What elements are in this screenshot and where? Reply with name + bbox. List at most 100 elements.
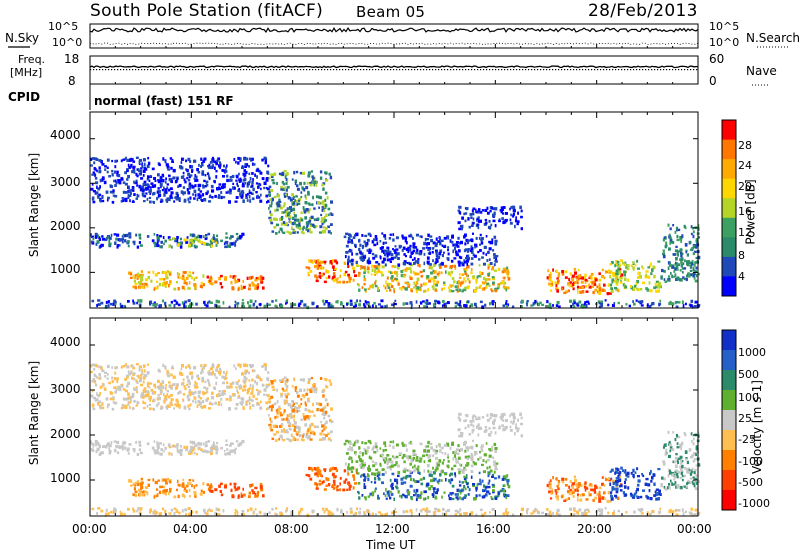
velocity-cell — [242, 406, 245, 410]
velocity-cell — [692, 482, 695, 486]
power-cell — [189, 233, 192, 237]
velocity-cell — [367, 474, 370, 478]
velocity-cell — [611, 488, 614, 492]
velocity-cell — [218, 370, 222, 374]
power-cell — [499, 282, 503, 285]
power-cell — [148, 179, 151, 182]
power-cell — [156, 196, 158, 201]
power-cell — [307, 229, 310, 233]
power-cell — [251, 192, 254, 195]
velocity-cell — [432, 487, 436, 490]
velocity-cell — [475, 489, 478, 492]
power-cell — [330, 200, 333, 204]
velocity-cell — [205, 388, 208, 392]
velocity-cell — [222, 389, 226, 393]
power-cell — [217, 195, 220, 199]
power-cell — [466, 275, 469, 278]
power-cell — [133, 165, 136, 169]
velocity-cell — [506, 512, 509, 516]
power-cell — [695, 238, 699, 241]
power-cell — [107, 196, 110, 200]
velocity-cell — [609, 470, 612, 473]
velocity-cell — [610, 495, 613, 498]
velocity-cell — [298, 510, 302, 513]
velocity-cell — [410, 513, 413, 517]
velocity-cell — [185, 489, 188, 493]
velocity-cell — [90, 447, 93, 451]
velocity-cell — [600, 508, 604, 512]
power-cell — [360, 252, 364, 256]
power-cell — [164, 188, 168, 192]
power-cell — [305, 186, 309, 190]
velocity-cell — [663, 446, 665, 449]
power-cell — [627, 278, 630, 282]
power-cell — [397, 267, 400, 270]
power-cell — [163, 278, 166, 281]
velocity-cell — [324, 436, 327, 441]
power-cell — [472, 275, 475, 278]
velocity-cell — [591, 488, 595, 492]
power-cell — [693, 305, 697, 308]
power-cell — [401, 234, 404, 238]
velocity-cell — [651, 509, 655, 514]
velocity-cell — [601, 482, 604, 486]
power-cell — [167, 168, 171, 171]
power-cell — [124, 191, 128, 194]
power-cell — [405, 267, 409, 271]
velocity-cell — [118, 387, 122, 392]
power-cell — [443, 281, 446, 284]
power-cell — [349, 240, 352, 244]
velocity-cell — [444, 472, 448, 476]
power-cell — [448, 289, 452, 293]
velocity-cell — [590, 483, 593, 488]
velocity-cell — [99, 376, 102, 379]
velocity-cell — [467, 424, 470, 428]
velocity-cell — [491, 508, 495, 511]
power-cell — [413, 262, 416, 265]
velocity-cell — [200, 448, 203, 452]
power-cell — [371, 268, 374, 272]
velocity-cell — [177, 404, 181, 408]
power-cell — [316, 276, 318, 281]
velocity-cell — [481, 416, 485, 419]
velocity-cell — [693, 513, 697, 516]
velocity-cell — [220, 392, 224, 396]
velocity-cell — [664, 488, 668, 491]
power-cell — [266, 302, 269, 307]
power-cell — [184, 180, 187, 184]
velocity-cell — [439, 473, 442, 476]
power-cell — [291, 202, 295, 206]
power-cell — [239, 192, 242, 196]
velocity-cell — [530, 512, 534, 515]
velocity-cell — [550, 492, 553, 495]
velocity-cell — [537, 511, 540, 515]
power-cell — [668, 233, 671, 237]
power-cell — [564, 270, 568, 274]
power-cell — [464, 207, 467, 210]
power-cell — [229, 178, 233, 182]
power-cell — [114, 194, 118, 198]
power-cell — [207, 174, 210, 178]
velocity-cell — [581, 512, 584, 516]
power-cell — [412, 258, 414, 261]
velocity-cell — [126, 396, 130, 401]
velocity-cell — [199, 401, 202, 405]
velocity-cell — [549, 479, 552, 482]
power-cell — [137, 281, 140, 284]
velocity-cell — [616, 468, 620, 472]
velocity-cell — [516, 429, 519, 433]
velocity-cell — [615, 482, 618, 487]
power-cell — [497, 286, 500, 290]
power-cell — [169, 187, 173, 191]
power-cell — [327, 302, 331, 306]
power-cell — [402, 246, 406, 250]
power-cell — [213, 160, 216, 164]
power-cell — [246, 192, 249, 196]
velocity-cell — [241, 510, 245, 513]
power-cell — [622, 283, 625, 287]
power-cell — [414, 284, 417, 287]
velocity-cell — [170, 401, 172, 404]
power-cell — [460, 261, 463, 265]
velocity-cell — [311, 410, 314, 414]
power-cell — [467, 239, 471, 242]
